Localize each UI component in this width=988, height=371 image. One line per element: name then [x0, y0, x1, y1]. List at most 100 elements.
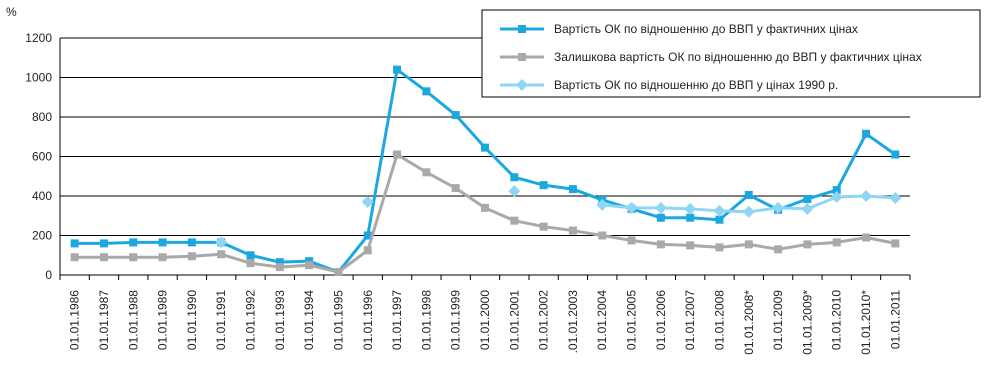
data-point [774, 245, 783, 254]
x-tick-label: 01.01.2010* [859, 290, 873, 355]
y-tick-label: 600 [32, 150, 52, 164]
data-point [334, 268, 343, 277]
y-tick-label: 200 [32, 229, 52, 243]
data-point [363, 246, 372, 255]
data-point [129, 253, 138, 262]
x-tick-label: 01.01.2008* [742, 290, 756, 355]
y-tick-label: 400 [32, 189, 52, 203]
x-tick-label: 01.01.2005 [625, 290, 639, 350]
data-point [627, 236, 636, 245]
x-tick-label: .01.01.2003 [566, 290, 580, 354]
data-point [363, 231, 372, 240]
x-tick-label: 01.01.2009* [800, 290, 814, 355]
data-point [70, 253, 79, 262]
data-point [654, 201, 667, 214]
legend-swatch-marker [518, 25, 526, 33]
data-point [744, 191, 753, 200]
data-point [772, 201, 785, 214]
x-tick-label: 01.01.2007 [683, 290, 697, 350]
data-point [686, 213, 695, 222]
data-point [451, 111, 460, 120]
x-tick-label: 01.01.2008 [712, 290, 726, 350]
x-tick-label: 01.01.2000 [478, 290, 492, 350]
legend: Вартість ОК по відношенню до ВВП у факти… [481, 9, 981, 98]
legend-item: Вартість ОК по відношенню до ВВП у цінах… [500, 78, 838, 92]
data-point [422, 87, 431, 96]
x-tick-label: 01.01.1993 [273, 290, 287, 350]
data-point [684, 202, 697, 215]
data-point [568, 226, 577, 235]
x-tick-label: 01.01.1997 [390, 290, 404, 350]
y-axis-ticks: 0 200 400 600 800 1000 1200 [25, 31, 52, 282]
x-axis: 01.01.1986 01.01.1987 01.01.1988 01.01.1989… [59, 38, 911, 355]
data-point [889, 191, 902, 204]
data-point [187, 252, 196, 261]
data-point [99, 253, 108, 262]
data-point [715, 243, 724, 252]
data-point [832, 186, 841, 195]
x-tick-label: 01.01.1989 [156, 290, 170, 350]
x-tick-label: 01.01.1999 [449, 290, 463, 350]
data-point [246, 259, 255, 268]
x-tick-label: 01.01.1994 [302, 290, 316, 350]
data-point [451, 184, 460, 193]
data-point [656, 213, 665, 222]
data-point [891, 150, 900, 159]
data-point [539, 222, 548, 231]
x-tick-label: 01.01.2006 [654, 290, 668, 350]
series-2 [70, 150, 900, 277]
x-tick-label: 01.01.2004 [595, 290, 609, 350]
data-point [686, 241, 695, 250]
data-point [422, 168, 431, 177]
data-point [246, 251, 255, 260]
legend-label: Вартість ОК по відношенню до ВВП у цінах… [554, 78, 838, 92]
y-tick-label: 800 [32, 110, 52, 124]
data-point [70, 239, 79, 248]
data-point [742, 205, 755, 218]
y-tick-label: 0 [45, 268, 52, 282]
data-point [361, 195, 374, 208]
data-point [508, 185, 521, 198]
data-point [860, 190, 873, 202]
y-axis-label: % [6, 5, 17, 19]
data-point [803, 194, 812, 203]
data-point [275, 258, 284, 267]
x-tick-label: 01.01.1990 [185, 290, 199, 350]
data-point [217, 250, 226, 259]
y-tick-label: 1200 [25, 31, 52, 45]
x-tick-label: 01.01.2010 [830, 290, 844, 350]
y-tick-label: 1000 [25, 71, 52, 85]
data-point [215, 236, 228, 249]
legend-label: Вартість ОК по відношенню до ВВП у факти… [554, 22, 858, 36]
x-tick-label: 01.01.1987 [97, 290, 111, 350]
data-point [510, 216, 519, 225]
x-tick-label: 01.01.2002 [537, 290, 551, 350]
x-tick-label: 01.01.1996 [361, 290, 375, 350]
data-point [99, 239, 108, 248]
x-tick-label: 01.01.1998 [419, 290, 433, 350]
data-point [744, 240, 753, 249]
data-point [862, 129, 871, 138]
data-point [715, 215, 724, 224]
data-point [891, 239, 900, 248]
data-point [830, 190, 843, 203]
data-point [596, 198, 609, 211]
data-point [158, 253, 167, 262]
series-3 [215, 185, 902, 249]
data-point [713, 204, 726, 217]
data-point [129, 238, 138, 247]
data-point [862, 233, 871, 242]
x-tick-label: 01.01.1991 [214, 290, 228, 350]
x-tick-label: 01.01.2009 [771, 290, 785, 350]
data-point [656, 240, 665, 249]
x-tick-label: 01.01.1988 [126, 290, 140, 350]
legend-item: Залишкова вартість ОК по відношенню до В… [500, 50, 922, 64]
legend-swatch-marker [518, 53, 526, 61]
data-point [305, 261, 314, 270]
x-tick-label: 01.01.1995 [331, 290, 345, 350]
data-point [158, 238, 167, 247]
data-point [568, 185, 577, 194]
data-point [803, 240, 812, 249]
